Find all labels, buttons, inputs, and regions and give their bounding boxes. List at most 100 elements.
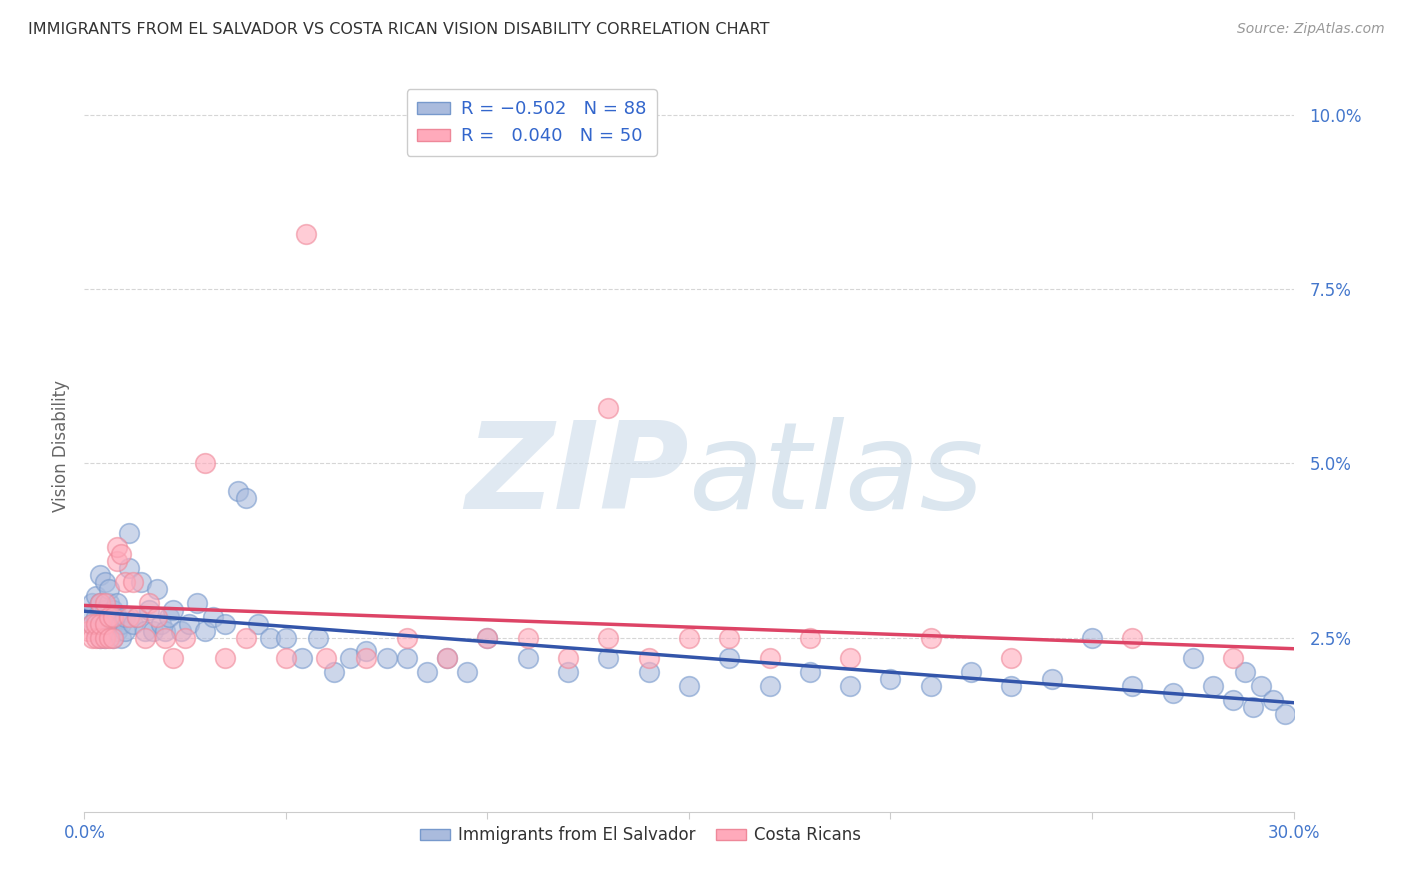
Point — [1000, 651, 1022, 665]
Point — [114, 609, 136, 624]
Point — [214, 616, 236, 631]
Point — [274, 651, 297, 665]
Point — [598, 651, 620, 665]
Point — [202, 609, 225, 624]
Point — [375, 651, 398, 665]
Point — [477, 631, 499, 645]
Point — [758, 651, 780, 665]
Point — [1081, 631, 1104, 645]
Point — [149, 616, 172, 631]
Point — [86, 624, 108, 638]
Point — [105, 596, 128, 610]
Y-axis label: Vision Disability: Vision Disability — [52, 380, 70, 512]
Point — [82, 616, 104, 631]
Point — [1202, 679, 1225, 693]
Point — [125, 609, 148, 624]
Point — [97, 631, 120, 645]
Point — [93, 596, 115, 610]
Point — [86, 631, 108, 645]
Point — [146, 582, 169, 596]
Point — [93, 616, 115, 631]
Point — [214, 651, 236, 665]
Point — [93, 603, 115, 617]
Point — [118, 526, 141, 541]
Point — [89, 616, 111, 631]
Point — [186, 596, 208, 610]
Point — [598, 631, 620, 645]
Point — [839, 679, 862, 693]
Point — [678, 631, 700, 645]
Point — [77, 609, 100, 624]
Point — [93, 631, 115, 645]
Point — [1263, 693, 1285, 707]
Point — [142, 624, 165, 638]
Point — [598, 401, 620, 415]
Point — [134, 624, 156, 638]
Point — [82, 631, 104, 645]
Point — [110, 616, 132, 631]
Point — [235, 491, 257, 506]
Point — [839, 651, 862, 665]
Point — [105, 540, 128, 554]
Point — [1241, 700, 1264, 714]
Point — [1250, 679, 1272, 693]
Point — [557, 651, 579, 665]
Point — [307, 631, 329, 645]
Text: Source: ZipAtlas.com: Source: ZipAtlas.com — [1237, 22, 1385, 37]
Point — [93, 631, 115, 645]
Point — [436, 651, 458, 665]
Point — [114, 574, 136, 589]
Point — [97, 596, 120, 610]
Point — [194, 624, 217, 638]
Text: atlas: atlas — [689, 417, 984, 533]
Point — [323, 665, 346, 680]
Point — [456, 665, 478, 680]
Point — [416, 665, 439, 680]
Point — [138, 596, 160, 610]
Point — [356, 651, 378, 665]
Point — [89, 631, 111, 645]
Point — [101, 616, 124, 631]
Point — [1234, 665, 1257, 680]
Point — [516, 631, 538, 645]
Point — [1274, 707, 1296, 722]
Point — [315, 651, 337, 665]
Text: IMMIGRANTS FROM EL SALVADOR VS COSTA RICAN VISION DISABILITY CORRELATION CHART: IMMIGRANTS FROM EL SALVADOR VS COSTA RIC… — [28, 22, 769, 37]
Text: ZIP: ZIP — [465, 417, 689, 533]
Point — [194, 457, 217, 471]
Point — [138, 603, 160, 617]
Point — [758, 679, 780, 693]
Point — [1181, 651, 1204, 665]
Point — [93, 574, 115, 589]
Point — [118, 561, 141, 575]
Point — [86, 589, 108, 603]
Point — [97, 582, 120, 596]
Point — [89, 567, 111, 582]
Point — [105, 554, 128, 568]
Point — [129, 574, 152, 589]
Legend: Immigrants from El Salvador, Costa Ricans: Immigrants from El Salvador, Costa Rican… — [413, 820, 868, 851]
Point — [118, 609, 141, 624]
Point — [82, 596, 104, 610]
Point — [134, 631, 156, 645]
Point — [295, 227, 318, 241]
Point — [97, 624, 120, 638]
Point — [105, 609, 128, 624]
Point — [101, 631, 124, 645]
Point — [110, 547, 132, 561]
Point — [110, 631, 132, 645]
Point — [356, 644, 378, 658]
Point — [920, 679, 942, 693]
Point — [246, 616, 269, 631]
Point — [637, 651, 659, 665]
Point — [97, 609, 120, 624]
Point — [174, 631, 197, 645]
Point — [1000, 679, 1022, 693]
Point — [678, 679, 700, 693]
Point — [1121, 679, 1143, 693]
Point — [101, 609, 124, 624]
Point — [162, 651, 184, 665]
Point — [105, 624, 128, 638]
Point — [170, 624, 193, 638]
Point — [101, 631, 124, 645]
